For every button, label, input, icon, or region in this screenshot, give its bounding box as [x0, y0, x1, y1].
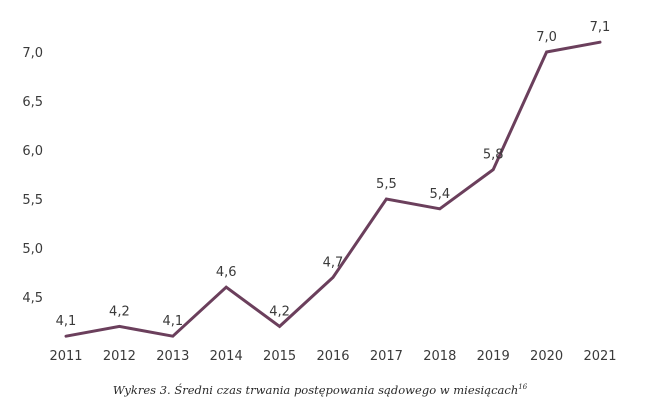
- x-tick-label: 2019: [477, 349, 510, 364]
- data-label: 4,2: [109, 304, 130, 319]
- data-label: 4,6: [216, 265, 237, 280]
- x-tick-label: 2020: [530, 349, 563, 364]
- x-tick-label: 2015: [263, 349, 296, 364]
- y-tick-label: 6,5: [22, 95, 43, 110]
- x-tick-label: 2014: [210, 349, 243, 364]
- data-label: 4,7: [323, 255, 344, 270]
- caption-footnote: 16: [518, 383, 527, 391]
- data-label: 5,5: [376, 177, 397, 192]
- x-tick-label: 2017: [370, 349, 403, 364]
- y-tick-label: 7,0: [22, 46, 43, 61]
- x-axis-ticks: 2011 2012 2013 2014 2015 2016 2017 2018 2019 2020…: [49, 349, 616, 364]
- caption-text: Wykres 3. Średni czas trwania postępowan…: [113, 383, 518, 397]
- y-tick-label: 6,0: [22, 144, 43, 159]
- y-tick-label: 5,0: [22, 242, 43, 257]
- x-tick-label: 2018: [423, 349, 456, 364]
- chart-caption: Wykres 3. Średni czas trwania postępowan…: [113, 383, 528, 397]
- series-line: [64, 40, 602, 338]
- y-tick-label: 5,5: [22, 193, 43, 208]
- x-tick-label: 2021: [583, 349, 616, 364]
- x-tick-label: 2013: [156, 349, 189, 364]
- x-tick-label: 2011: [49, 349, 82, 364]
- x-tick-label: 2012: [103, 349, 136, 364]
- data-label: 7,0: [536, 30, 557, 45]
- data-label: 7,1: [590, 20, 611, 35]
- y-tick-label: 4,5: [22, 291, 43, 306]
- y-axis-ticks: 4,5 5,0 5,5 6,0 6,5 7,0: [22, 46, 43, 306]
- data-labels: 4,1 4,2 4,1 4,6 4,2 4,7 5,5 5,4 5,8 7,0 7,1: [56, 20, 611, 329]
- x-tick-label: 2016: [316, 349, 349, 364]
- data-label: 5,8: [483, 148, 504, 163]
- data-label: 4,1: [162, 314, 183, 329]
- data-label: 4,1: [56, 314, 77, 329]
- data-label: 5,4: [429, 187, 450, 202]
- data-label: 4,2: [269, 304, 290, 319]
